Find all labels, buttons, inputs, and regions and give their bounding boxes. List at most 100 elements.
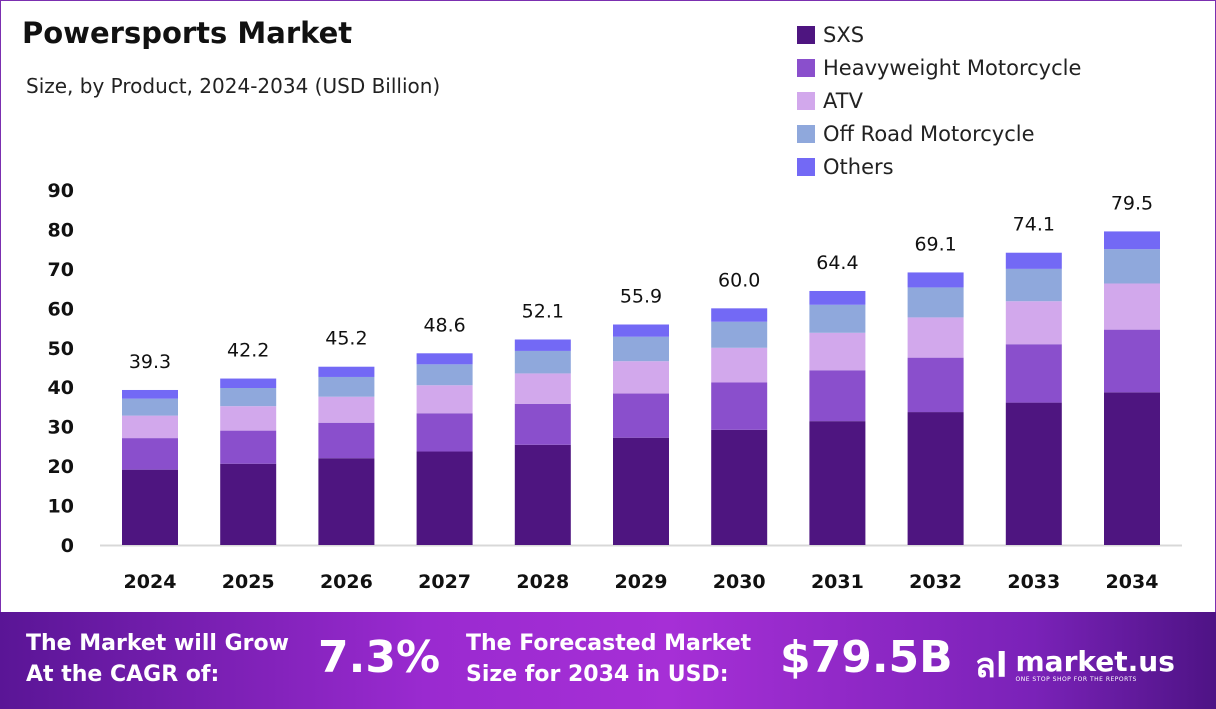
bar-segment-off-road-motorcycle [711,321,768,348]
bar-segment-others [122,389,178,399]
legend-label: Off Road Motorcycle [823,121,1035,146]
y-tick-label: 30 [48,417,74,439]
legend-item: SXS [797,18,1081,51]
bar-segment-sxs [122,469,178,545]
total-data-label: 69.1 [914,233,956,255]
forecast-value: $79.5B [780,632,953,683]
forecast-label: The Forecasted Market Size for 2034 in U… [466,628,751,690]
bar-segment-atv [613,361,669,394]
x-tick-label: 2033 [1007,571,1060,593]
bar-segment-atv [1005,301,1062,345]
total-data-label: 60.0 [718,269,760,291]
bar-segment-off-road-motorcycle [122,398,178,416]
bar-segment-off-road-motorcycle [1104,249,1160,284]
bar-segment-sxs [1104,392,1160,545]
legend-swatch [797,157,815,176]
total-data-label: 79.5 [1111,192,1153,214]
bar-segment-off-road-motorcycle [1005,268,1062,302]
bar-segment-sxs [1005,402,1062,545]
legend: SXS Heavyweight Motorcycle ATV Off Road Mot… [797,18,1081,183]
cagr-value: 7.3% [318,632,441,683]
chart-title: Powersports Market [22,16,353,50]
bar-segment-sxs [318,458,375,545]
legend-swatch [797,124,815,143]
bar-segment-off-road-motorcycle [318,376,375,397]
legend-label: Others [823,154,894,179]
bar-segment-others [416,353,473,365]
bar-segment-sxs [907,412,964,545]
x-tick-label: 2034 [1106,571,1159,593]
bar-segment-heavyweight-motorcycle [416,413,473,452]
x-tick-label: 2027 [418,571,471,593]
logo-tagline: ONE STOP SHOP FOR THE REPORTS [1015,675,1137,683]
stacked-bar-chart: 010203040506070809039.3202442.2202545.22… [48,180,1182,593]
legend-label: ATV [823,88,863,113]
bar-segment-atv [711,347,768,383]
legend-swatch [797,25,815,44]
total-data-label: 74.1 [1013,214,1055,236]
bar-segment-others [318,366,375,377]
bar-segment-atv [416,385,473,414]
y-tick-label: 60 [48,298,74,320]
legend-item: Off Road Motorcycle [797,117,1081,150]
bar-segment-heavyweight-motorcycle [809,370,866,422]
bar-segment-heavyweight-motorcycle [514,403,571,445]
logo-icon: ลl [975,646,1008,686]
y-tick-label: 70 [48,259,74,281]
y-tick-label: 50 [48,338,74,360]
bar-segment-heavyweight-motorcycle [907,357,964,413]
market-us-logo: ลl market.us ONE STOP SHOP FOR THE REPOR… [975,638,1175,692]
bar-segment-heavyweight-motorcycle [613,393,669,438]
total-data-label: 48.6 [423,314,465,336]
cagr-label-line1: The Market will Grow [26,631,289,656]
x-tick-label: 2031 [811,571,864,593]
bar-segment-atv [907,317,964,358]
bar-segment-others [1005,252,1062,269]
x-tick-label: 2029 [615,571,668,593]
bar-segment-others [613,324,669,337]
bar-segment-others [220,378,277,389]
bar-segment-others [809,290,866,305]
bar-segment-off-road-motorcycle [809,304,866,333]
forecast-label-line2: Size for 2034 in USD: [466,662,729,687]
bar-segment-sxs [220,463,277,545]
total-data-label: 45.2 [325,328,367,350]
y-tick-label: 10 [48,496,74,518]
legend-label: SXS [823,22,865,47]
cagr-label-line2: At the CAGR of: [26,662,220,687]
bar-segment-atv [1104,283,1160,330]
legend-item: Others [797,150,1081,183]
legend-swatch [797,91,815,110]
bar-segment-heavyweight-motorcycle [318,422,375,459]
total-data-label: 42.2 [227,340,269,362]
cagr-label: The Market will Grow At the CAGR of: [26,628,289,690]
x-tick-label: 2028 [516,571,569,593]
bar-segment-heavyweight-motorcycle [711,382,768,430]
bar-segment-sxs [809,421,866,545]
bar-segment-off-road-motorcycle [907,287,964,318]
bar-segment-off-road-motorcycle [416,364,473,386]
bar-segment-others [907,272,964,288]
x-tick-label: 2032 [909,571,962,593]
y-tick-label: 20 [48,456,74,478]
bar-segment-atv [220,406,277,431]
bar-segment-others [711,308,768,322]
total-data-label: 52.1 [522,300,564,322]
legend-item: ATV [797,84,1081,117]
bar-segment-others [514,339,571,351]
footer-banner: The Market will Grow At the CAGR of: 7.3… [0,612,1216,709]
bar-segment-atv [514,373,571,404]
bar-segment-sxs [514,444,571,545]
legend-swatch [797,58,815,77]
bar-segment-sxs [416,451,473,545]
total-data-label: 39.3 [129,351,171,373]
bar-segment-heavyweight-motorcycle [220,430,277,464]
bar-segment-atv [122,415,178,439]
forecast-label-line1: The Forecasted Market [466,631,752,656]
bar-segment-off-road-motorcycle [613,336,669,362]
legend-item: Heavyweight Motorcycle [797,51,1081,84]
y-tick-label: 40 [48,377,74,399]
bar-segment-heavyweight-motorcycle [1104,329,1160,393]
total-data-label: 55.9 [620,286,662,308]
x-tick-label: 2030 [713,571,766,593]
